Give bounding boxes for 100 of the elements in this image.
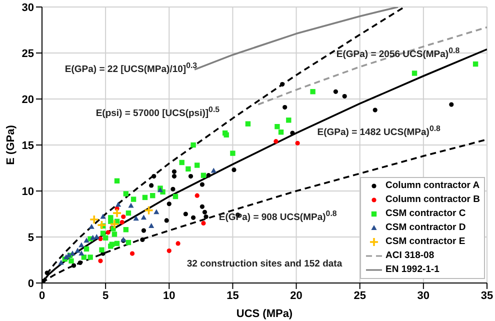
point xyxy=(114,178,120,184)
legend-label: ACI 318-08 xyxy=(386,249,434,263)
point xyxy=(176,241,180,246)
point xyxy=(166,202,172,206)
y-tick-label: 10 xyxy=(22,186,34,198)
point xyxy=(63,254,69,260)
point xyxy=(342,94,347,99)
point xyxy=(100,214,106,219)
point xyxy=(280,82,285,87)
point xyxy=(121,214,126,220)
line-series xyxy=(257,26,487,106)
point xyxy=(186,166,191,172)
point xyxy=(172,169,177,174)
point xyxy=(88,224,94,229)
point xyxy=(115,202,122,207)
legend-label: Column contractor B xyxy=(386,193,480,207)
x-tick-label: 30 xyxy=(417,290,430,302)
point xyxy=(183,212,188,216)
point xyxy=(194,193,200,198)
x-axis-title: UCS (MPa) xyxy=(236,308,293,320)
point xyxy=(194,162,200,168)
point xyxy=(99,247,104,252)
x-tick-label: 10 xyxy=(163,290,176,302)
point xyxy=(68,258,74,264)
point xyxy=(110,219,120,230)
legend-label: Column contractor A xyxy=(386,179,480,193)
point xyxy=(88,254,93,260)
annotation: E(GPa) = 1482 UCS(MPa)$^{0.8}$ xyxy=(317,124,440,138)
point xyxy=(120,220,124,225)
point xyxy=(78,242,84,248)
point xyxy=(70,250,76,256)
point xyxy=(148,222,154,228)
legend-label: EN 1992-1-1 xyxy=(386,263,440,277)
point xyxy=(200,172,206,178)
point xyxy=(200,204,204,209)
x-tick-label: 20 xyxy=(290,290,302,302)
annotation: 32 construction sites and 152 data xyxy=(186,258,342,270)
point xyxy=(81,254,87,260)
point xyxy=(290,130,295,136)
point xyxy=(74,248,80,253)
point xyxy=(102,235,108,241)
y-axis-title: E (GPa) xyxy=(4,124,17,165)
point xyxy=(140,214,147,220)
y-tick-label: 30 xyxy=(22,2,34,14)
point xyxy=(58,260,64,265)
point xyxy=(128,202,134,208)
point xyxy=(142,194,148,200)
point xyxy=(274,124,280,130)
y-tick-label: 5 xyxy=(28,232,34,244)
point xyxy=(144,205,154,216)
point xyxy=(149,183,154,188)
point xyxy=(108,218,114,224)
point xyxy=(42,278,46,283)
point xyxy=(172,194,178,200)
point xyxy=(188,174,194,179)
point xyxy=(150,193,156,198)
point xyxy=(206,173,211,178)
annotation: E(GPa) = 2056 UCS(MPa)$^{0.8}$ xyxy=(336,46,460,60)
point xyxy=(141,228,146,233)
point xyxy=(140,237,145,242)
point xyxy=(112,208,122,218)
point xyxy=(449,102,454,107)
point xyxy=(78,250,84,256)
point xyxy=(126,210,132,216)
point xyxy=(98,258,103,264)
point xyxy=(84,246,90,252)
point xyxy=(130,196,136,202)
point xyxy=(112,232,118,237)
point xyxy=(278,130,284,135)
point xyxy=(200,182,204,187)
point xyxy=(274,139,278,144)
point xyxy=(472,61,478,67)
y-tick-label: 0 xyxy=(28,278,34,290)
x-tick-label: 15 xyxy=(226,290,239,302)
point xyxy=(106,230,110,235)
point xyxy=(230,150,236,156)
point xyxy=(282,104,288,110)
point xyxy=(201,220,206,226)
legend-label: CSM contractor C xyxy=(386,207,466,221)
point xyxy=(286,118,292,123)
y-tick-label: 15 xyxy=(22,140,34,152)
point xyxy=(333,89,338,94)
point xyxy=(96,220,107,230)
point xyxy=(78,260,82,266)
point xyxy=(170,186,176,192)
point xyxy=(152,174,156,179)
x-tick-label: 0 xyxy=(38,290,46,302)
x-tick-label: 5 xyxy=(102,290,109,302)
point xyxy=(123,227,129,232)
point xyxy=(190,142,196,148)
annotation: E(GPa) = 22 [UCS(MPa)/10]$^{0.3}$ xyxy=(64,60,198,75)
point xyxy=(89,214,100,224)
point xyxy=(123,191,129,196)
point xyxy=(372,108,378,112)
legend-label: CSM contractor E xyxy=(386,235,466,249)
legend-label: CSM contractor D xyxy=(386,221,466,235)
point xyxy=(154,209,160,214)
point xyxy=(202,210,208,214)
point xyxy=(295,140,300,146)
point xyxy=(210,168,216,173)
